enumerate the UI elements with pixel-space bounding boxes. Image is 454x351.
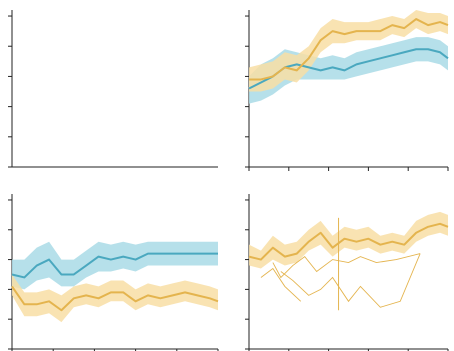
thin-line xyxy=(260,267,302,302)
series-orange-band xyxy=(12,274,218,323)
panel-top-right xyxy=(245,10,449,171)
series-orange-line xyxy=(11,285,219,312)
panel-top-left xyxy=(8,10,218,168)
series-orange-band xyxy=(249,10,448,92)
panel-bottom-left xyxy=(8,194,219,351)
series-orange-line xyxy=(248,222,449,261)
thin-line xyxy=(280,253,421,308)
panel-bottom-right xyxy=(245,194,449,351)
thin-line xyxy=(272,253,421,279)
series-blue-line xyxy=(11,252,218,279)
series-orange-line xyxy=(249,18,449,81)
